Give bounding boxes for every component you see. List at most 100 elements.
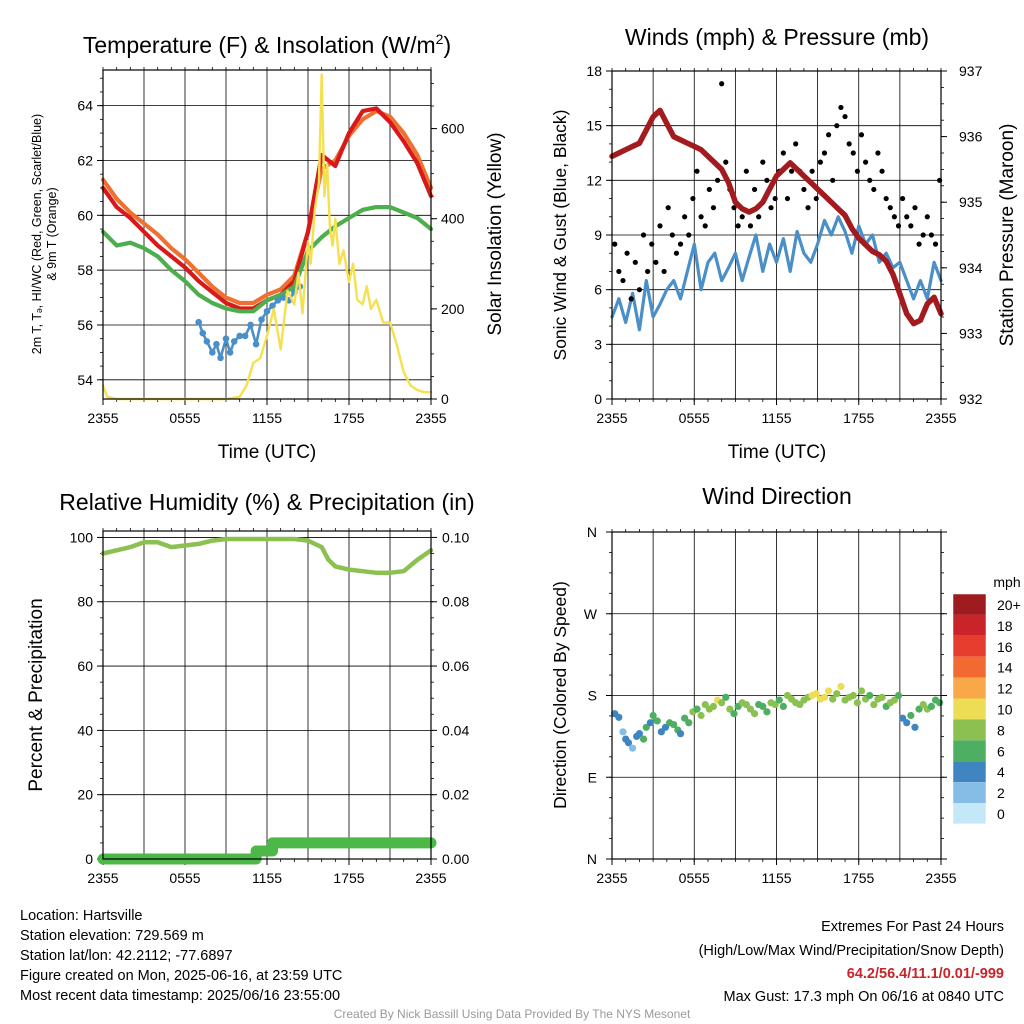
y2-tick-label: 933 [959,325,983,341]
direction-point [870,700,878,709]
legend-label: 16 [997,639,1013,655]
gust-point [731,205,737,211]
x-tick-label: 1755 [333,870,364,886]
legend-label: 8 [997,722,1005,738]
direction-point [907,711,915,720]
gust-point [710,205,717,211]
gust-point [772,195,778,202]
direction-point [653,717,661,725]
gust-point [624,250,630,256]
y-axis-label-line1: 2m T, Tₔ, HI/WC (Red, Green, Scarlet/Blu… [30,114,44,354]
gust-point [743,168,749,174]
gust-point [875,150,881,156]
x-tick-label: 0555 [169,410,200,426]
gust-point [801,186,807,193]
direction-point [894,691,903,700]
elevation-text: Station elevation: 729.569 m [20,928,204,944]
direction-point [624,739,633,747]
gust-point [821,150,828,156]
gust-point [690,195,696,202]
plot-frame [611,70,942,400]
direction-point [646,719,654,727]
x-tick-label: 0555 [169,870,200,886]
x-tick-label: 0555 [679,410,710,426]
gust-point [657,223,663,229]
y2-tick-label: 0.02 [442,787,469,803]
legend-label: 6 [997,743,1005,759]
y-tick-label: 20 [77,787,93,803]
gust-point [620,277,626,284]
direction-point [693,705,701,713]
humidity-chart: Relative Humidity (%) & Precipitation (i… [26,489,475,886]
legend-label: 4 [997,764,1005,780]
legend-label: 2 [997,785,1005,801]
gust-point [653,259,659,265]
max-gust-text: Max Gust: 17.3 mph On 06/16 at 0840 UTC [723,989,1004,1005]
created-text: Figure created on Mon, 2025-06-16, at 23… [20,968,343,984]
gust-point [768,205,774,211]
gust-point [895,223,902,229]
y-axis-label: Sonic Wind & Gust (Blue, Black) [550,110,570,361]
x-tick-label: 1155 [252,870,282,886]
gust-point [908,223,914,229]
direction-point [730,710,738,718]
direction-point [849,691,857,700]
legend-label: 18 [997,618,1013,634]
gust-point [784,195,791,202]
x-tick-label: 1755 [843,870,874,886]
y2-tick-label: 934 [959,260,983,276]
direction-point [649,711,657,720]
gust-point [788,168,795,174]
direction-point [936,699,944,707]
direction-point [697,711,705,720]
legend-label: 0 [997,806,1005,822]
gust-point [883,195,889,202]
series-wind [610,215,943,332]
chart-title: Winds (mph) & Pressure (mb) [625,24,929,50]
gust-point [780,150,786,156]
direction-point [635,730,644,738]
y-axis-label: Percent & Precipitation [26,598,47,791]
location-text: Location: Hartsville [20,908,143,924]
y-tick-label: 62 [77,152,93,168]
legend-swatch [953,594,986,615]
direction-point [763,708,771,716]
series-windchill [197,285,302,360]
y-tick-label: 15 [586,118,602,134]
gust-point [739,214,745,220]
x-tick-label: 2355 [925,870,956,886]
legend-title: mph [993,574,1020,590]
series-rh [100,536,434,576]
y2-axis-label: Solar Insolation (Yellow) [485,132,506,335]
legend-swatch [953,677,986,699]
gust-point [863,159,869,165]
direction-point [779,702,787,711]
gust-point [636,287,643,293]
direction-point [853,699,861,707]
gust-point [854,168,860,174]
y-tick-label: N [587,524,597,540]
gust-point [719,81,725,87]
gust-point [661,268,667,275]
series-dewpoint [100,205,434,314]
gust-point [924,214,930,220]
gust-point [677,241,684,247]
y-tick-label: 9 [594,227,602,243]
gust-point [916,241,922,247]
direction-point [670,720,678,729]
x-tick-label: 1755 [333,410,364,426]
legend-label: 10 [997,702,1013,718]
legend-frame [952,593,987,825]
gust-point [850,150,856,156]
y-tick-label: 0 [85,851,93,867]
legend-label: 14 [997,660,1013,676]
gust-point [694,168,700,174]
legend-swatch [953,698,986,720]
y2-tick-label: 936 [959,129,983,145]
x-tick-label: 2355 [415,870,446,886]
gust-point [805,205,811,211]
gust-point [809,168,815,174]
y-tick-label: 60 [77,658,93,674]
extremes-title: Extremes For Past 24 Hours [821,919,1004,935]
